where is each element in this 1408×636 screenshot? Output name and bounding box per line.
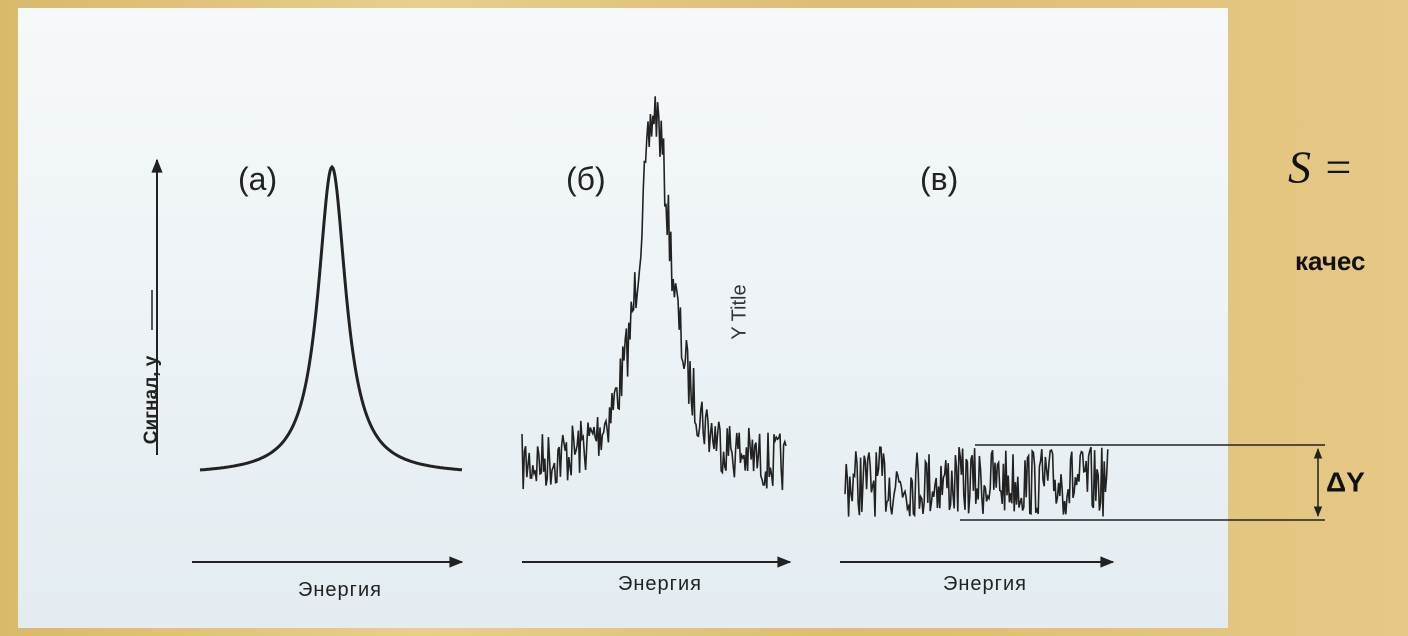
y-axis-label: Сигнал, у — [141, 355, 162, 444]
cut-text: качес — [1295, 246, 1366, 276]
panel-label: (а) — [238, 161, 277, 197]
smooth-peak — [199, 164, 463, 472]
x-axis-label: Энергия — [618, 573, 702, 595]
figure-panel — [18, 8, 1228, 628]
panel-label: (б) — [566, 161, 606, 197]
formula: S = — [1288, 142, 1354, 193]
stray-label: Y Title — [728, 284, 750, 339]
noise-only — [844, 446, 1109, 518]
x-axis-label: Энергия — [943, 573, 1027, 595]
delta-label: ΔY — [1326, 466, 1365, 497]
panel-label: (в) — [920, 161, 958, 197]
noisy-peak — [521, 96, 787, 491]
x-axis-label: Энергия — [298, 579, 382, 601]
